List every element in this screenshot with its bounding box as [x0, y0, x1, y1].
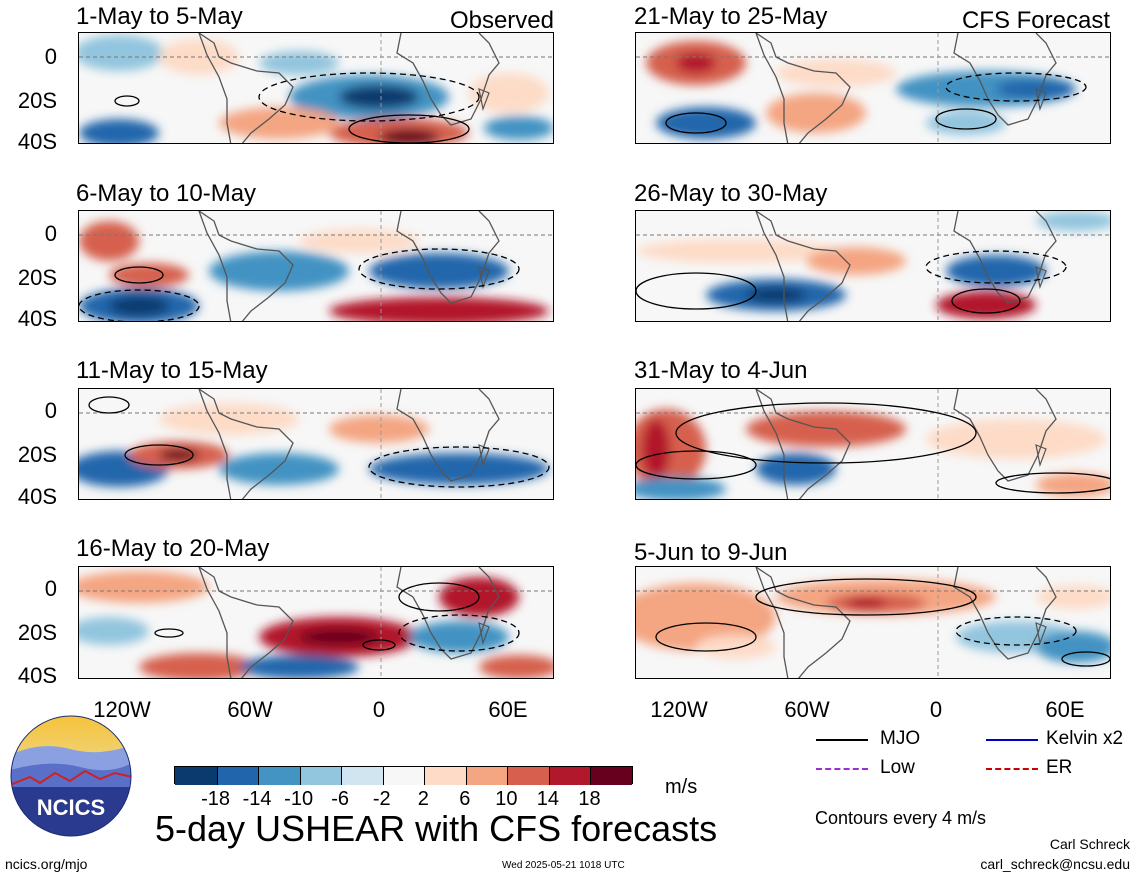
map-panel-right-3 [635, 388, 1111, 500]
colorbar-tick-label: 10 [495, 788, 518, 810]
colorbar-tick-label: -6 [331, 788, 350, 810]
colorbar-swatch [590, 767, 632, 785]
panel-title-left-4: 16-May to 20-May [76, 535, 270, 562]
colorbar-tick-label: 6 [459, 788, 471, 810]
colorbar-swatch [507, 767, 549, 785]
map-panel-left-1 [78, 32, 554, 144]
legend-swatch-mjo [816, 739, 868, 741]
colorbar-tick-label: -10 [284, 788, 314, 810]
colorbar-tick-label: 18 [578, 788, 601, 810]
footer-email[interactable]: carl_schreck@ncsu.edu [980, 856, 1130, 872]
y-label-40s: 40S [17, 306, 57, 331]
y-label-20s: 20S [17, 265, 57, 290]
panel-title-left-2: 6-May to 10-May [76, 180, 257, 207]
colorbar-labels: -18 -14 -10 -6 -2 2 6 10 14 18 [174, 788, 633, 812]
footer-timestamp: Wed 2025-05-21 1018 UTC [502, 860, 625, 871]
y-label-0: 0 [44, 398, 57, 423]
x-label-60w: 60W [784, 697, 830, 722]
colorbar-swatch [299, 767, 342, 785]
y-label-20s: 20S [17, 88, 57, 113]
map-panel-left-3 [78, 388, 554, 500]
y-label-20s: 20S [17, 442, 57, 467]
map-panel-right-2 [635, 210, 1111, 322]
colorbar-tick-label: 14 [536, 788, 560, 810]
panel-title-right-4: 5-Jun to 9-Jun [634, 539, 788, 566]
x-label-60w: 60W [227, 697, 273, 722]
colorbar-tick-label: 2 [417, 788, 429, 810]
x-label-60e: 60E [488, 697, 528, 722]
colorbar [174, 766, 633, 785]
contours-note: Contours every 4 m/s [815, 808, 987, 828]
x-label-0: 0 [372, 697, 386, 722]
panel-title-right-1: 21-May to 25-May [634, 3, 828, 30]
colorbar-units: m/s [665, 776, 698, 798]
y-label-40s: 40S [17, 663, 57, 688]
x-label-0: 0 [929, 697, 943, 722]
map-panel-left-2 [78, 210, 554, 322]
colorbar-swatch [175, 767, 217, 785]
colorbar-swatch [424, 767, 466, 785]
legend: MJO Kelvin x2 Low ER [816, 728, 1135, 788]
y-label-20s: 20S [17, 620, 57, 645]
legend-label-mjo: MJO [880, 728, 921, 749]
legend-swatch-kelvin [986, 739, 1038, 741]
map-panel-right-1 [635, 32, 1111, 144]
footer-url[interactable]: ncics.org/mjo [5, 856, 88, 872]
colorbar-swatch [382, 767, 425, 785]
x-label-120w: 120W [650, 697, 708, 722]
colorbar-tick-label: -18 [201, 788, 230, 810]
colorbar-swatch [216, 767, 259, 785]
colorbar-swatch [548, 767, 591, 785]
y-label-0: 0 [44, 44, 57, 69]
panel-title-right-2: 26-May to 30-May [634, 180, 828, 207]
colorbar-swatch [258, 767, 300, 785]
y-label-40s: 40S [17, 484, 57, 509]
cfs-forecast-label: CFS Forecast [961, 7, 1110, 34]
figure-title: 5-day USHEAR with CFS forecasts [155, 808, 718, 849]
panel-title-left-3: 11-May to 15-May [76, 357, 268, 384]
logo-text: NCICS [36, 795, 106, 820]
x-label-60e: 60E [1045, 697, 1085, 722]
y-label-0: 0 [44, 221, 57, 246]
colorbar-swatch [341, 767, 383, 785]
map-panel-right-4 [635, 566, 1111, 679]
y-label-40s: 40S [17, 129, 57, 154]
panel-title-right-3: 31-May to 4-Jun [634, 357, 808, 384]
colorbar-swatch [465, 767, 508, 785]
ncics-logo: NCICS [10, 715, 132, 837]
legend-swatch-er [986, 768, 1038, 770]
x-label-120w: 120W [93, 697, 151, 722]
colorbar-tick-label: -14 [242, 788, 272, 810]
map-panel-left-4 [78, 566, 554, 679]
legend-label-er: ER [1046, 757, 1073, 778]
y-label-0: 0 [44, 576, 57, 601]
legend-label-low: Low [880, 757, 915, 778]
panel-title-left-1: 1-May to 5-May [76, 3, 243, 30]
legend-label-kelvin: Kelvin x2 [1046, 728, 1124, 749]
observed-label: Observed [449, 7, 554, 34]
colorbar-tick-label: -2 [372, 788, 391, 810]
legend-swatch-low [816, 768, 868, 770]
footer-author: Carl Schreck [1049, 836, 1130, 852]
